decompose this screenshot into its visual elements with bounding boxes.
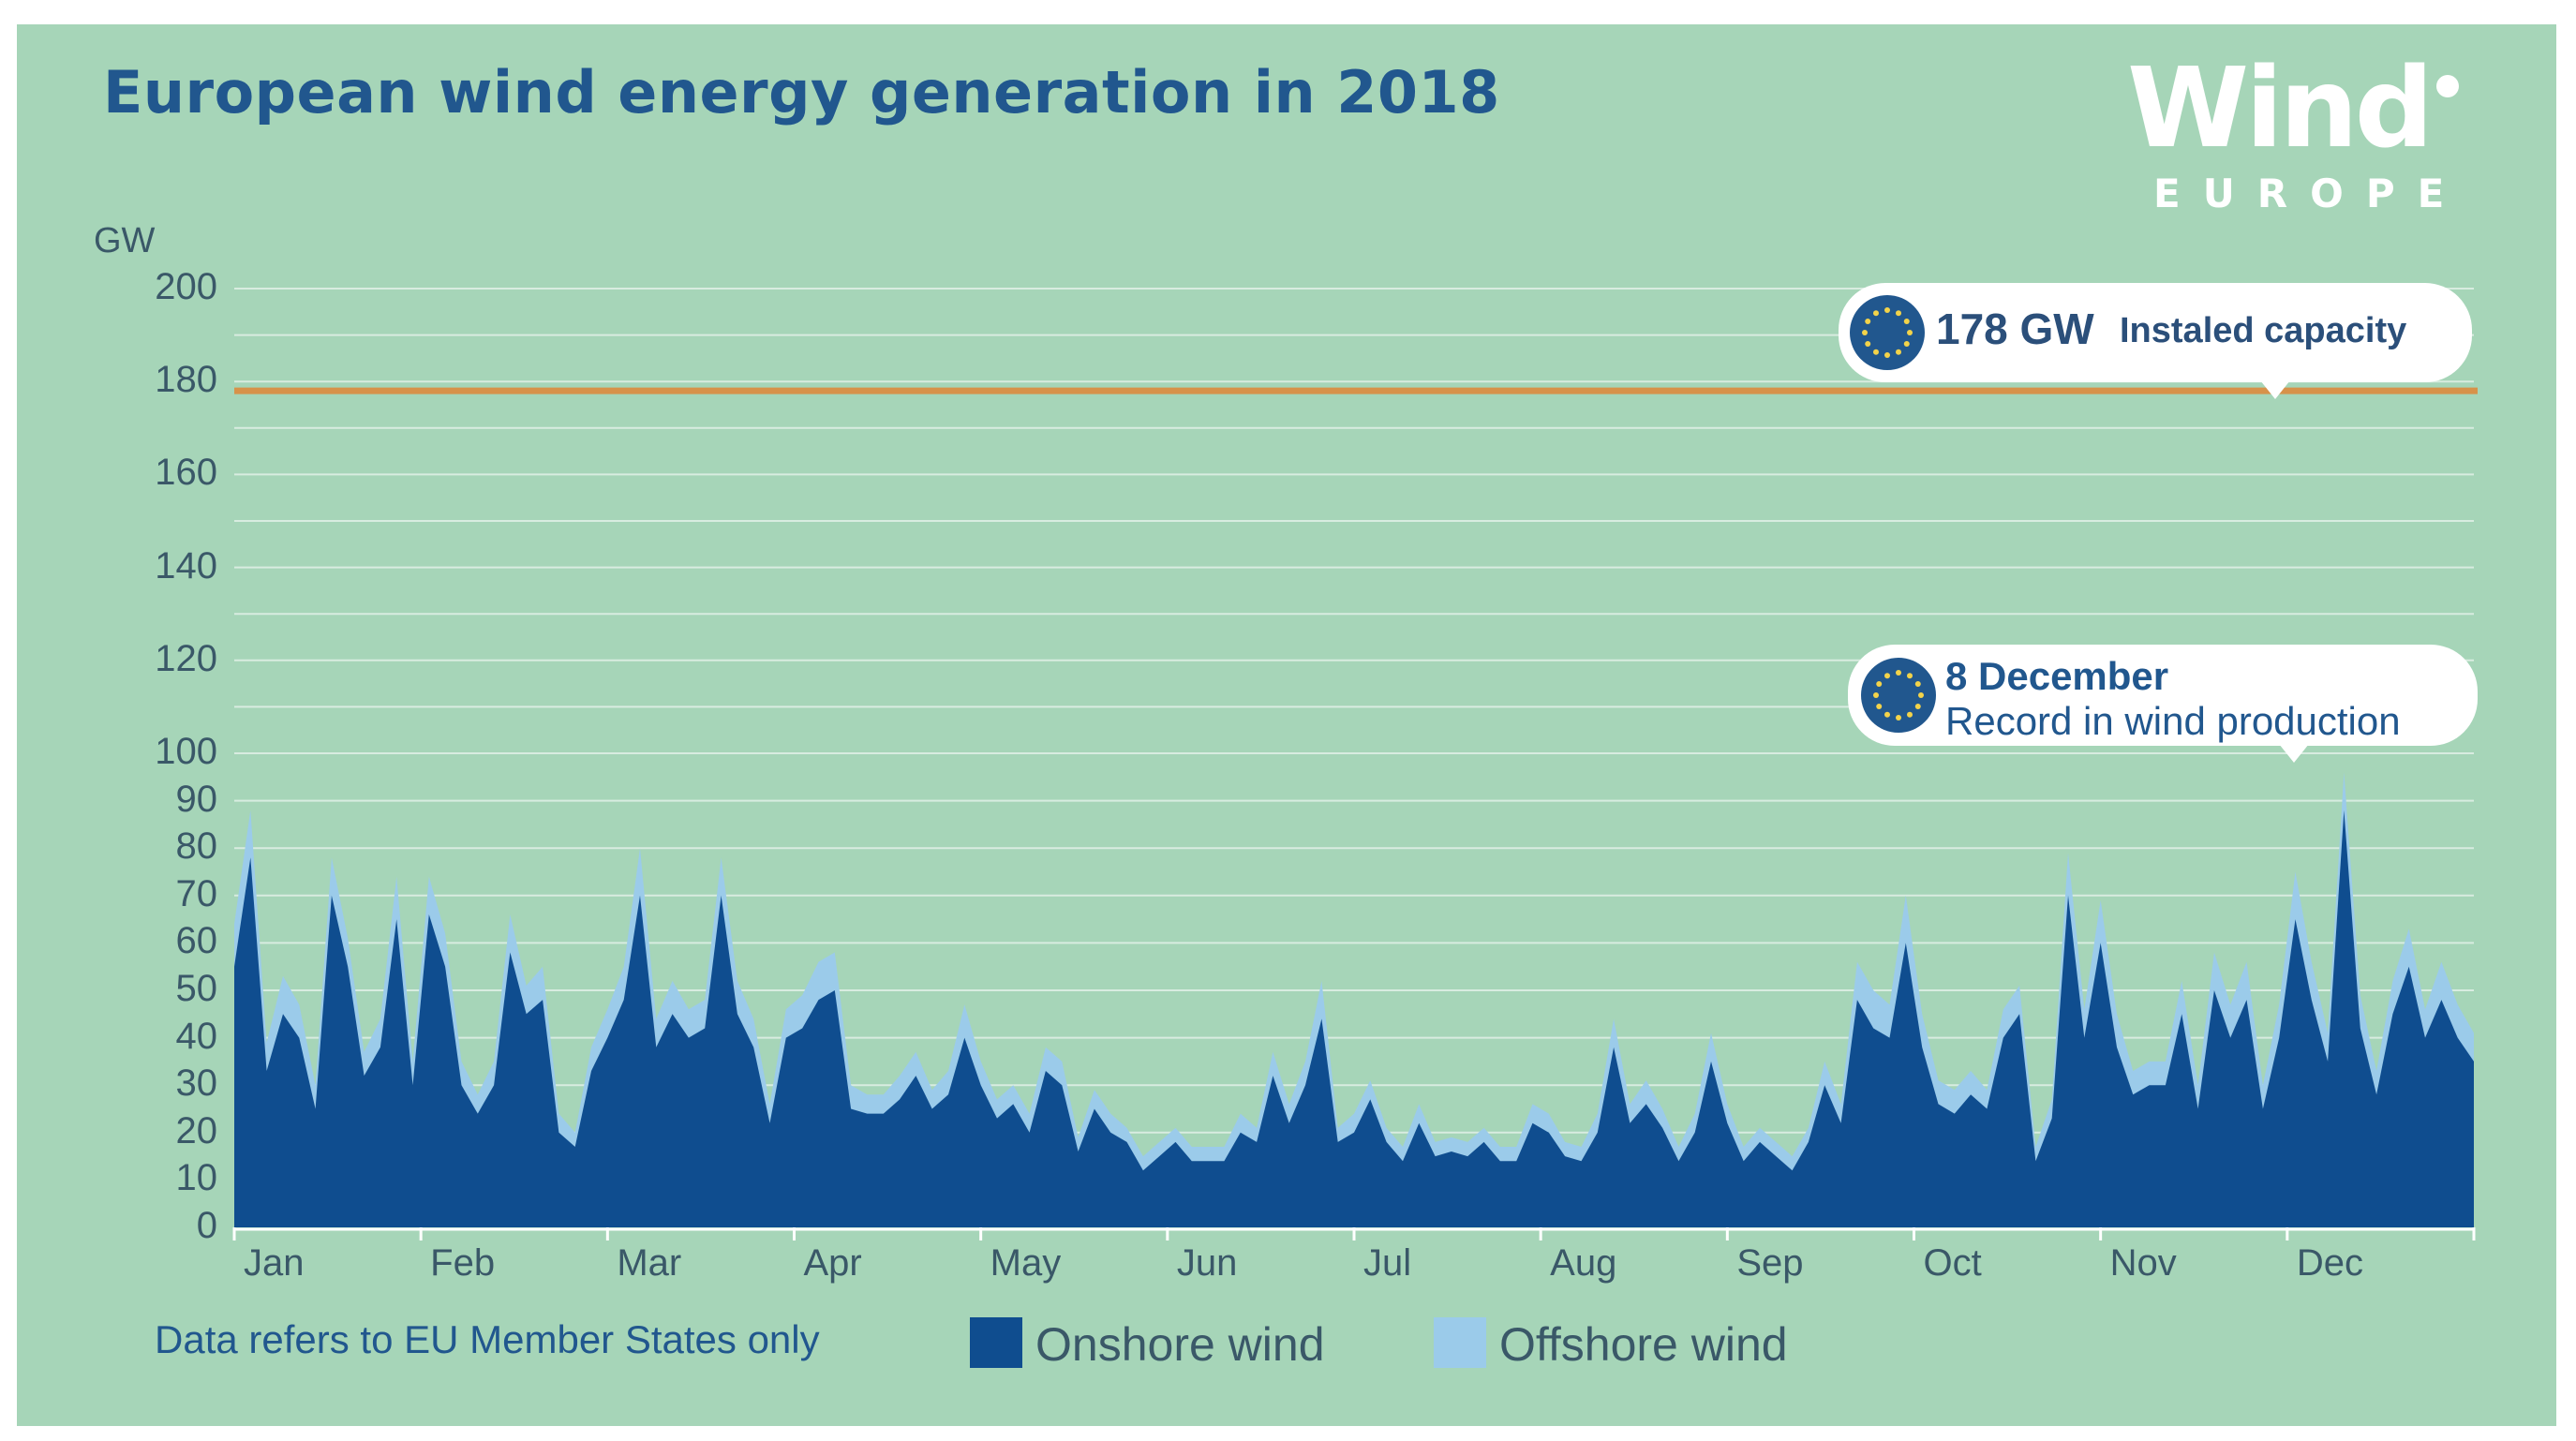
eu-star — [1865, 319, 1871, 324]
windeurope-logo: Wind EUROPE — [2108, 47, 2502, 225]
eu-star — [1907, 330, 1913, 335]
y-tick-label: 100 — [155, 731, 217, 772]
y-tick-label: 140 — [155, 544, 217, 587]
eu-star — [1884, 307, 1890, 313]
eu-star — [1907, 711, 1913, 718]
eu-star — [1914, 704, 1921, 709]
y-tick-label: 180 — [155, 359, 217, 401]
y-tick-label: 90 — [175, 778, 218, 820]
eu-star — [1896, 310, 1901, 317]
eu-star — [1876, 681, 1883, 687]
logo-wordmark: Wind — [2127, 43, 2434, 172]
eu-star — [1896, 670, 1901, 676]
record-label: Record in wind production — [1945, 699, 2401, 743]
x-tick-label: May — [990, 1242, 1062, 1284]
eu-star — [1914, 681, 1921, 687]
eu-star — [1903, 341, 1910, 347]
record-date: 8 December — [1945, 654, 2169, 698]
eu-star — [1903, 319, 1910, 324]
chart-title: European wind energy generation in 2018 — [103, 58, 1500, 126]
logo-subtitle: EUROPE — [2153, 171, 2467, 216]
eu-star — [1918, 692, 1924, 698]
x-tick-label: Jan — [244, 1242, 305, 1284]
eu-stars-icon — [1850, 295, 1925, 370]
x-tick-label: Sep — [1736, 1242, 1804, 1284]
x-tick-label: Dec — [2296, 1242, 2363, 1284]
capacity-label: Instaled capacity — [2120, 311, 2407, 350]
legend-onshore-label: Onshore wind — [1035, 1318, 1325, 1371]
legend-offshore-label: Offshore wind — [1499, 1318, 1788, 1371]
eu-star — [1907, 673, 1913, 679]
eu-star — [1884, 711, 1890, 718]
y-tick-label: 20 — [175, 1109, 218, 1151]
y-tick-label: 30 — [175, 1062, 218, 1105]
y-tick-label: 120 — [155, 637, 217, 679]
eu-star — [1876, 704, 1883, 709]
y-tick-label: 70 — [175, 872, 218, 914]
y-tick-label: 60 — [175, 920, 218, 962]
eu-star — [1884, 352, 1890, 358]
y-tick-label: 10 — [175, 1157, 218, 1199]
x-tick-label: Apr — [803, 1242, 862, 1284]
eu-star — [1884, 673, 1890, 679]
eu-stars-icon — [1861, 658, 1936, 733]
eu-star — [1873, 349, 1879, 355]
footnote: Data refers to EU Member States only — [155, 1317, 820, 1361]
eu-star — [1896, 715, 1901, 720]
y-tick-label: 0 — [196, 1205, 217, 1246]
y-tick-label: 80 — [175, 825, 218, 868]
eu-star — [1873, 310, 1879, 317]
legend-onshore-swatch — [970, 1317, 1022, 1368]
capacity-value: 178 GW — [1936, 305, 2094, 353]
logo-dot — [2436, 75, 2459, 97]
x-tick-label: Jul — [1363, 1242, 1412, 1284]
x-tick-label: Mar — [617, 1242, 682, 1284]
x-tick-label: Nov — [2109, 1242, 2177, 1284]
eu-star — [1873, 692, 1879, 698]
onshore-area — [234, 810, 2474, 1227]
y-tick-label: 160 — [155, 452, 217, 494]
y-tick-label: 50 — [175, 968, 218, 1009]
eu-star — [1862, 330, 1868, 335]
eu-star — [1896, 349, 1901, 355]
y-tick-label: 40 — [175, 1015, 218, 1057]
eu-star — [1865, 341, 1871, 347]
x-tick-label: Jun — [1176, 1242, 1238, 1284]
legend-offshore-swatch — [1434, 1317, 1486, 1368]
y-axis-unit: GW — [94, 221, 156, 260]
x-tick-label: Aug — [1550, 1242, 1617, 1284]
x-tick-label: Oct — [1923, 1242, 1982, 1284]
y-tick-label: 200 — [155, 266, 217, 307]
capacity-callout: 178 GW Instaled capacity — [1839, 283, 2472, 399]
x-tick-label: Feb — [430, 1242, 496, 1284]
record-callout: 8 December Record in wind production — [1848, 645, 2478, 763]
